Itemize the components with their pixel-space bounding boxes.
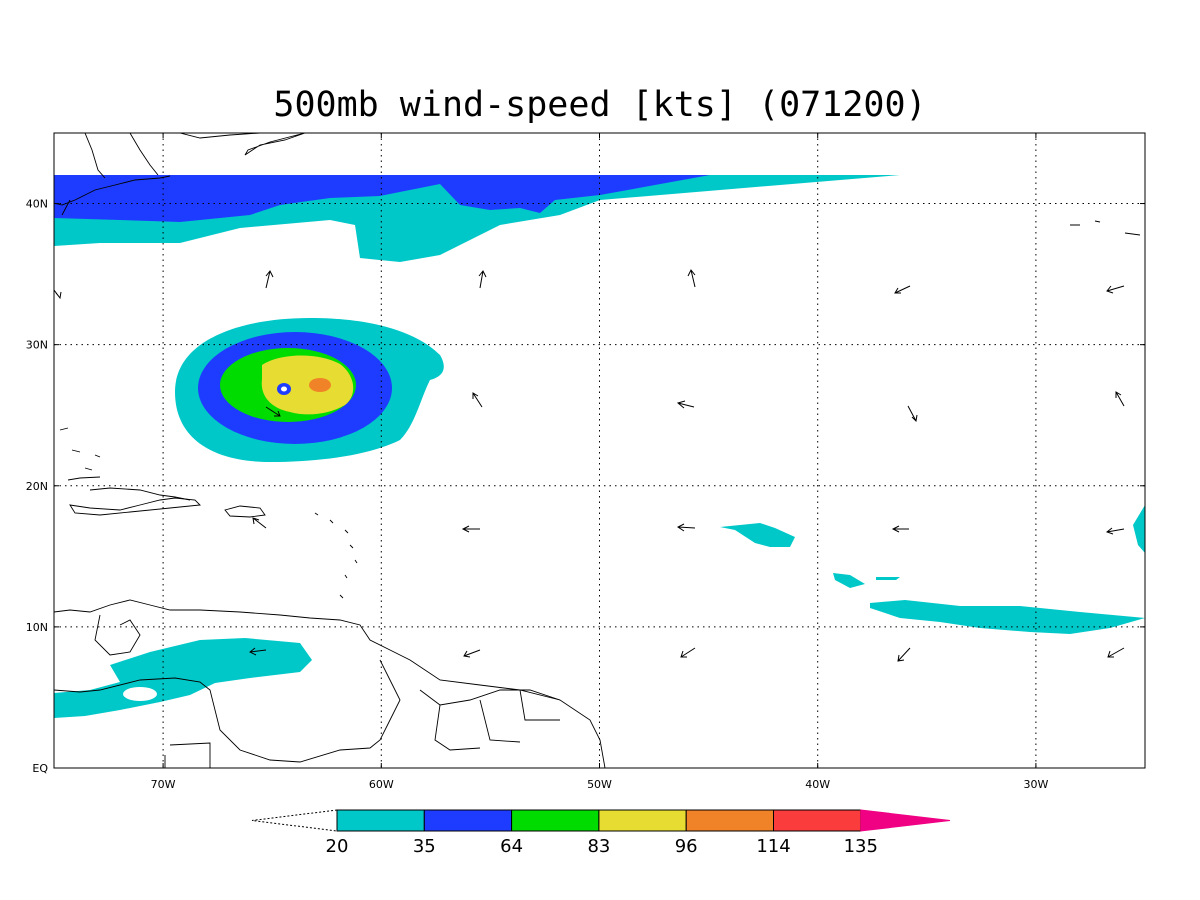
color-bar-segment — [685, 809, 775, 832]
tropical-wind-patches — [54, 505, 1145, 718]
longitude-labels: 70W 60W 50W 40W 30W — [151, 778, 1049, 791]
color-bar-label: 135 — [844, 836, 878, 857]
wind-vectors — [54, 269, 1125, 662]
axis-ticks — [54, 133, 1145, 769]
color-bar-segment — [773, 809, 862, 832]
plot-area — [54, 133, 1145, 768]
lon-label: 60W — [369, 778, 394, 791]
color-bar-low-arrow — [251, 809, 338, 832]
color-bar-segment — [336, 809, 425, 832]
color-bar-label: 83 — [587, 836, 610, 857]
lon-label: 40W — [805, 778, 830, 791]
lat-lon-gridlines — [54, 133, 1145, 768]
map-title: 500mb wind-speed [kts] (071200) — [273, 85, 926, 125]
lat-label: 10N — [26, 621, 48, 634]
hurricane-wind-field — [175, 318, 444, 462]
coastlines — [54, 133, 1141, 768]
lon-label: 70W — [151, 778, 176, 791]
latitude-labels: 40N 30N 20N 10N EQ — [26, 198, 49, 775]
color-bar-high-arrow — [860, 809, 951, 832]
lat-label: EQ — [32, 762, 48, 775]
lon-label: 50W — [587, 778, 612, 791]
color-bar-label: 114 — [756, 836, 790, 857]
lat-label: 40N — [26, 198, 48, 211]
color-bar-label: 96 — [675, 836, 698, 857]
color-bar-segment — [423, 809, 513, 832]
color-bar-label: 20 — [326, 836, 349, 857]
jet-stream-band — [54, 175, 900, 262]
lat-label: 30N — [26, 339, 48, 352]
color-bar — [251, 809, 951, 832]
lat-label: 20N — [26, 480, 48, 493]
color-bar-label: 64 — [500, 836, 523, 857]
lon-label: 30W — [1023, 778, 1048, 791]
color-bar-labels: 20 35 64 83 96 114 135 — [326, 836, 878, 857]
color-bar-segment — [511, 809, 600, 832]
color-bar-label: 35 — [413, 836, 436, 857]
color-bar-segment — [598, 809, 687, 832]
